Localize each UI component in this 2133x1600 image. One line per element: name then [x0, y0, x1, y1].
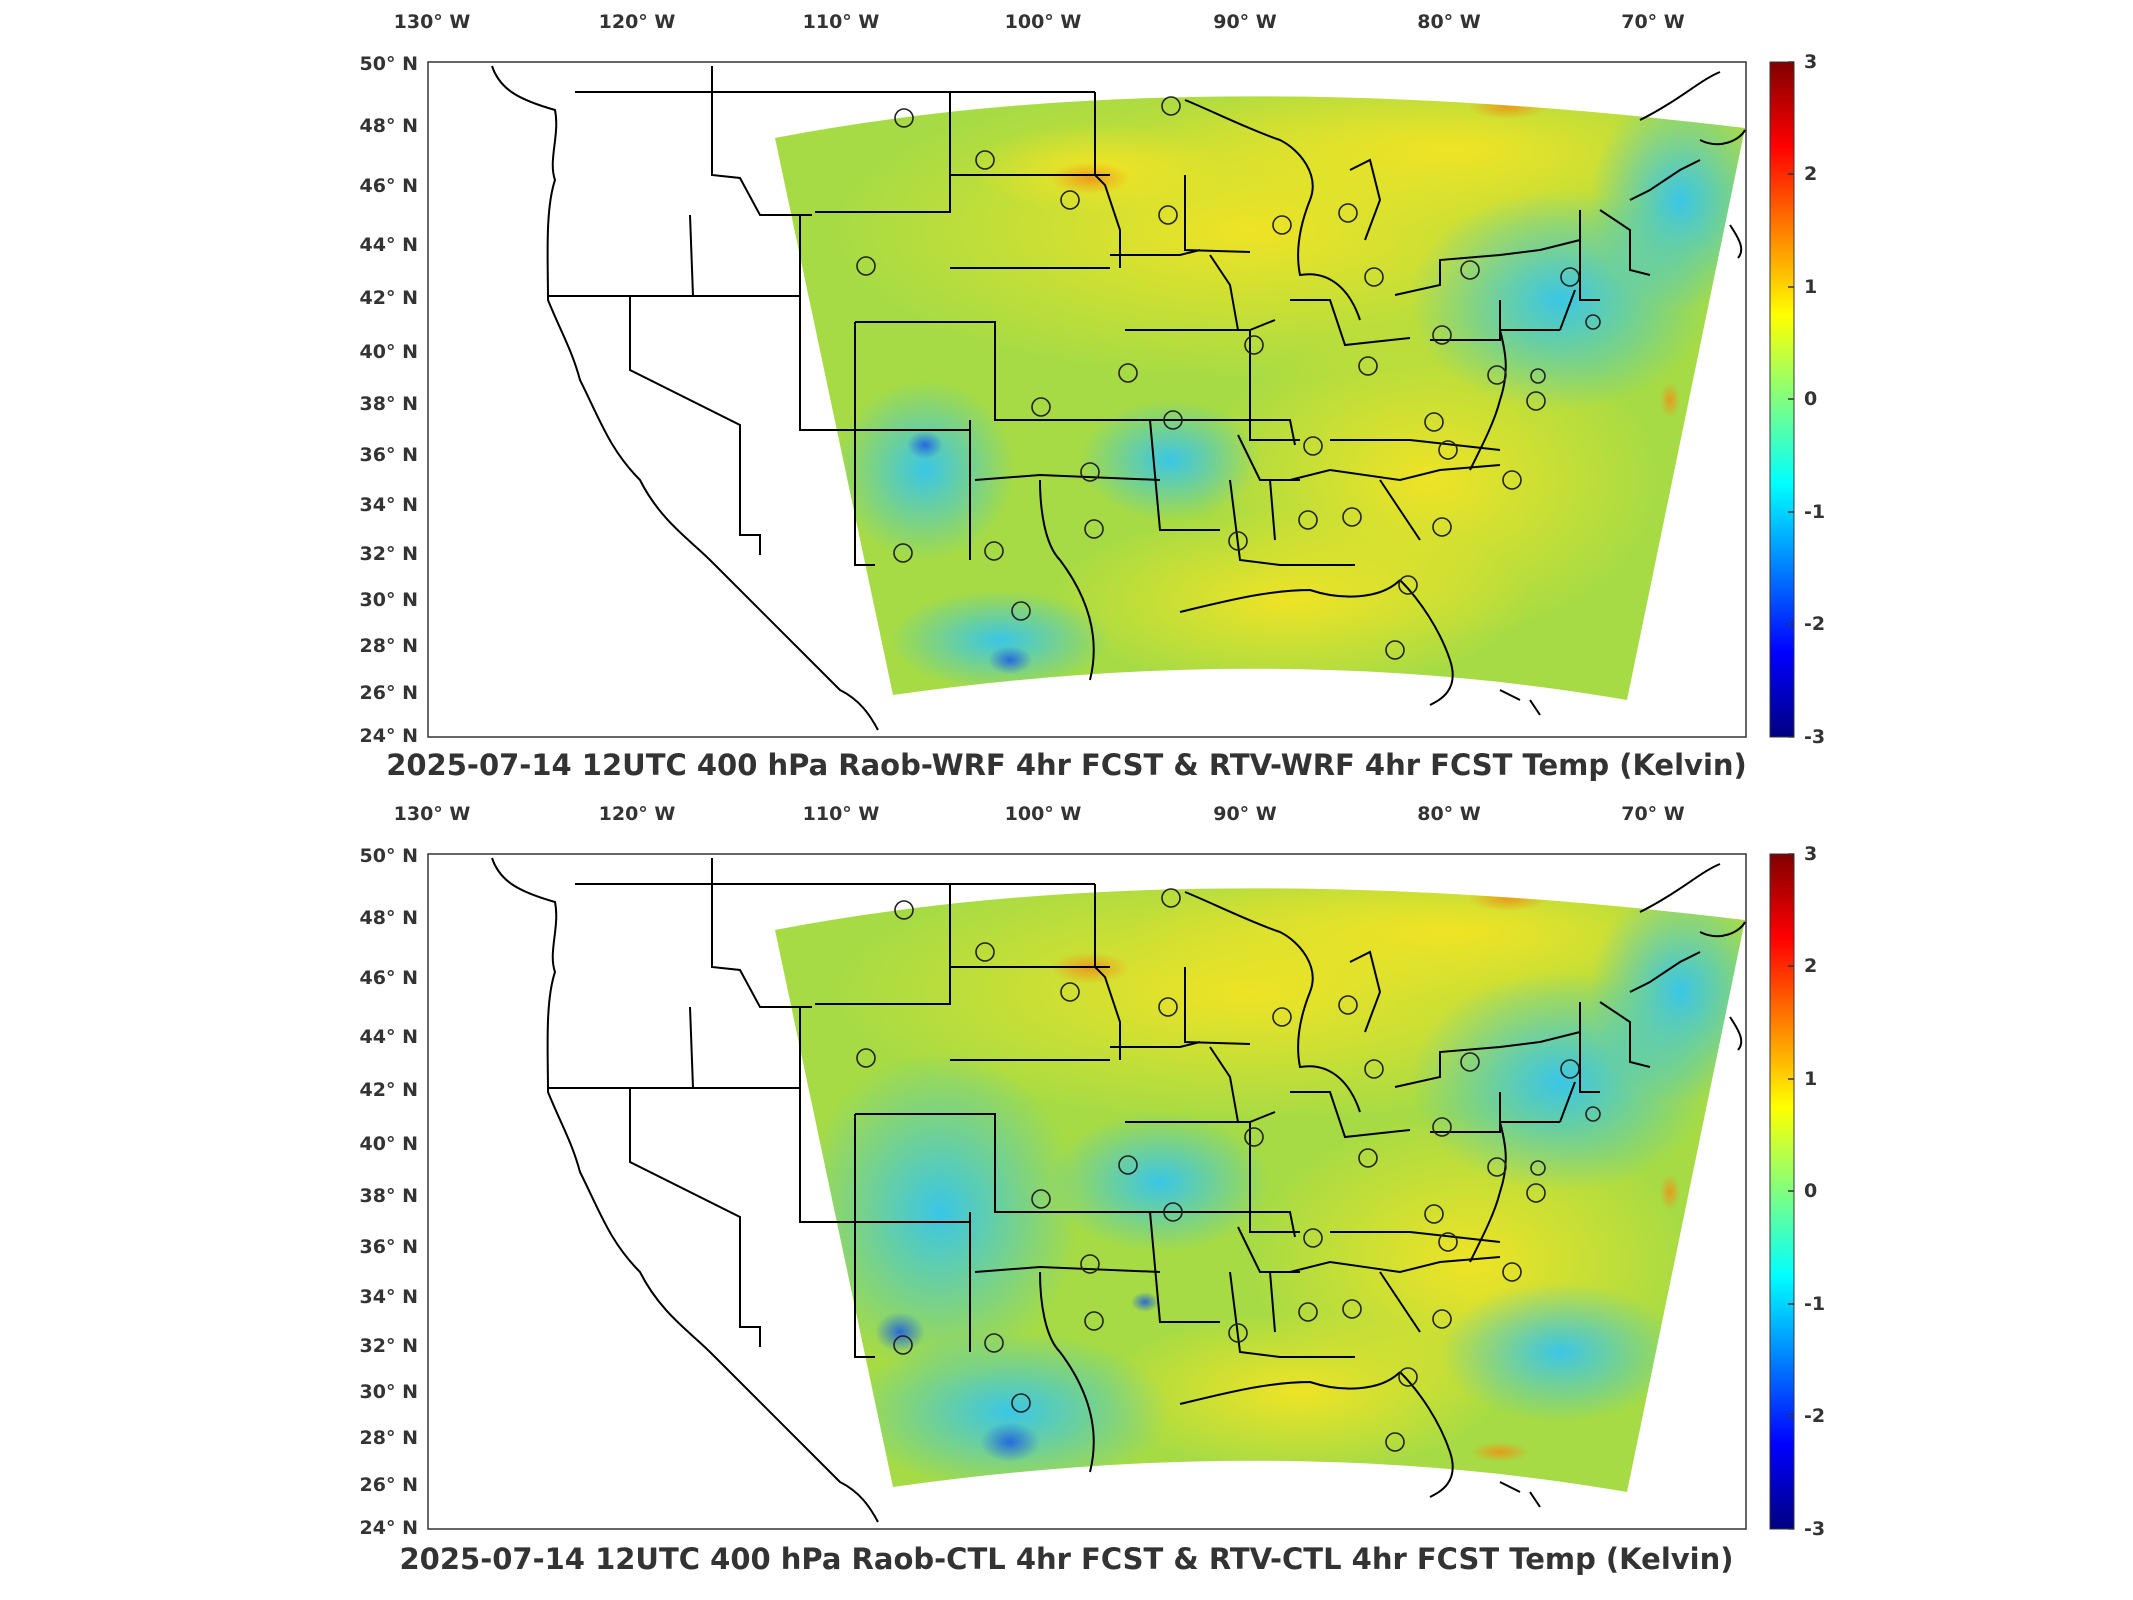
colorbar-tick-0: 0: [1804, 388, 1817, 410]
lat-tick-26n: 26° N: [360, 682, 418, 704]
temperature-difference-field: [775, 96, 1745, 701]
lat-tick-44n: 44° N: [360, 1026, 418, 1048]
colorbar-tick-3: 3: [1804, 843, 1817, 865]
lon-tick-120w: 120° W: [599, 11, 676, 33]
lat-tick-46n: 46° N: [360, 175, 418, 197]
lat-tick-44n: 44° N: [360, 234, 418, 256]
colorbar-tick-2: 2: [1804, 955, 1817, 977]
lon-tick-70w: 70° W: [1621, 803, 1685, 825]
lat-tick-36n: 36° N: [360, 1236, 418, 1258]
map-figure: 130° W 120° W 110° W 100° W 90° W 80° W …: [360, 803, 1826, 1540]
state-borders: [491, 65, 1746, 731]
colorbar-tick-neg3: -3: [1804, 1518, 1825, 1540]
lat-tick-36n: 36° N: [360, 444, 418, 466]
colorbar-tick-neg3: -3: [1804, 726, 1825, 748]
lat-tick-50n: 50° N: [360, 845, 418, 867]
lon-tick-110w: 110° W: [803, 11, 880, 33]
lat-tick-38n: 38° N: [360, 1185, 418, 1207]
lat-tick-30n: 30° N: [360, 1381, 418, 1403]
lon-tick-130w: 130° W: [394, 11, 471, 33]
lon-tick-120w: 120° W: [599, 803, 676, 825]
raob-stations: [856, 888, 1601, 1452]
map-panel-bottom: 130° W 120° W 110° W 100° W 90° W 80° W …: [0, 792, 2133, 1600]
lat-tick-46n: 46° N: [360, 967, 418, 989]
lat-tick-40n: 40° N: [360, 341, 418, 363]
colorbar-tick-1: 1: [1804, 276, 1817, 298]
lat-tick-50n: 50° N: [360, 53, 418, 75]
lat-tick-42n: 42° N: [360, 287, 418, 309]
lon-tick-130w: 130° W: [394, 803, 471, 825]
lat-tick-40n: 40° N: [360, 1133, 418, 1155]
panel-title: 2025-07-14 12UTC 400 hPa Raob-WRF 4hr FC…: [386, 748, 1747, 782]
map-panel-top: 130° W 120° W 110° W 100° W 90° W 80° W …: [0, 0, 2133, 790]
lat-tick-32n: 32° N: [360, 543, 418, 565]
lat-tick-48n: 48° N: [360, 115, 418, 137]
panel-title: 2025-07-14 12UTC 400 hPa Raob-CTL 4hr FC…: [399, 1542, 1734, 1576]
lat-tick-34n: 34° N: [360, 494, 418, 516]
lon-tick-70w: 70° W: [1621, 11, 1685, 33]
lat-tick-24n: 24° N: [360, 725, 418, 747]
lat-tick-28n: 28° N: [360, 1427, 418, 1449]
lat-tick-42n: 42° N: [360, 1079, 418, 1101]
colorbar-tick-neg1: -1: [1804, 501, 1825, 523]
raob-stations: [856, 96, 1601, 660]
lat-tick-24n: 24° N: [360, 1517, 418, 1539]
state-borders: [491, 857, 1746, 1523]
lat-tick-30n: 30° N: [360, 589, 418, 611]
lon-tick-80w: 80° W: [1417, 803, 1481, 825]
colorbar-tick-neg2: -2: [1804, 1405, 1825, 1427]
colorbar-tick-neg1: -1: [1804, 1293, 1825, 1315]
lat-tick-32n: 32° N: [360, 1335, 418, 1357]
lon-tick-80w: 80° W: [1417, 11, 1481, 33]
lon-tick-110w: 110° W: [803, 803, 880, 825]
colorbar-tick-1: 1: [1804, 1068, 1817, 1090]
lat-tick-28n: 28° N: [360, 635, 418, 657]
lon-tick-90w: 90° W: [1213, 11, 1277, 33]
lon-tick-90w: 90° W: [1213, 803, 1277, 825]
colorbar-tick-0: 0: [1804, 1180, 1817, 1202]
lon-tick-100w: 100° W: [1005, 803, 1082, 825]
map-figure: 130° W 120° W 110° W 100° W 90° W 80° W …: [360, 11, 1826, 748]
lon-tick-100w: 100° W: [1005, 11, 1082, 33]
temperature-difference-field: [775, 888, 1745, 1493]
lat-tick-38n: 38° N: [360, 393, 418, 415]
colorbar-tick-neg2: -2: [1804, 613, 1825, 635]
colorbar-tick-2: 2: [1804, 163, 1817, 185]
lat-tick-48n: 48° N: [360, 907, 418, 929]
colorbar-tick-3: 3: [1804, 51, 1817, 73]
lat-tick-26n: 26° N: [360, 1474, 418, 1496]
lat-tick-34n: 34° N: [360, 1286, 418, 1308]
